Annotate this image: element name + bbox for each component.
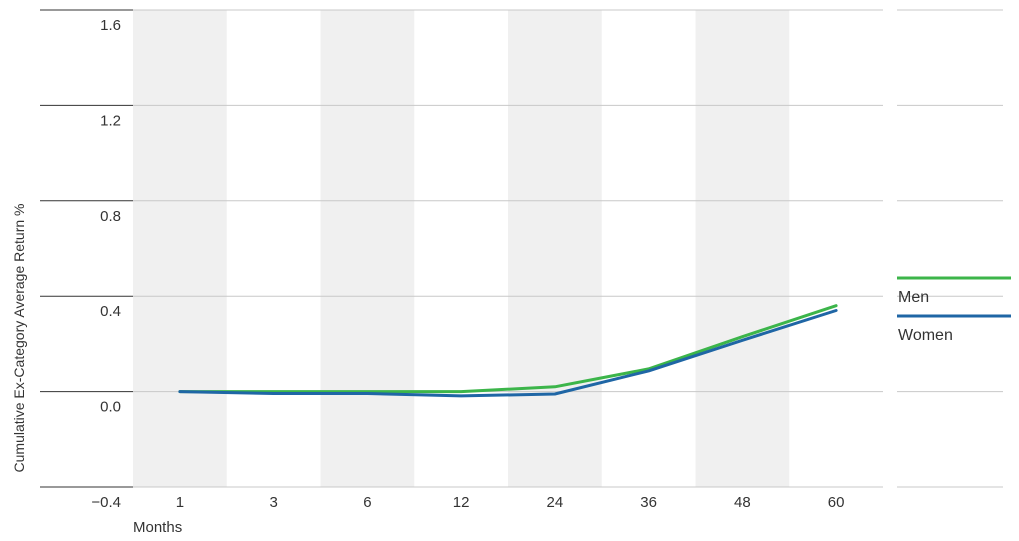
series-lines [178, 304, 838, 398]
column-shade [508, 10, 602, 487]
y-tick-label: −0.4 [91, 494, 121, 511]
x-tick-label: 60 [828, 494, 845, 511]
series-line-women [178, 309, 838, 398]
y-tick-label: 0.4 [100, 303, 121, 320]
y-tick-label: 1.6 [100, 17, 121, 34]
y-tick-label: 0.8 [100, 208, 121, 225]
column-shade [695, 10, 790, 487]
x-tick-label: 3 [269, 494, 277, 511]
x-tick-label: 24 [547, 494, 564, 511]
column-shading [133, 10, 790, 487]
x-axis-label: Months [133, 519, 182, 536]
legend-label-men: Men [898, 289, 929, 306]
y-tick-label: 1.2 [100, 112, 121, 129]
x-tick-label: 48 [734, 494, 751, 511]
y-axis-label: Cumulative Ex-Category Average Return % [11, 204, 27, 473]
y-tick-labels: 1.6 1.2 0.8 0.4 0.0 −0.4 [91, 17, 121, 511]
legend: Men Women [897, 276, 1011, 344]
column-shade [133, 10, 227, 487]
x-tick-labels: 1 3 6 12 24 36 48 60 [176, 494, 845, 511]
column-shade [320, 10, 415, 487]
series-line-men [178, 304, 838, 394]
y-tick-label: 0.0 [100, 399, 121, 416]
x-tick-label: 6 [363, 494, 371, 511]
x-tick-label: 36 [640, 494, 657, 511]
gridlines [40, 9, 1003, 488]
x-tick-label: 1 [176, 494, 184, 511]
x-tick-label: 12 [453, 494, 470, 511]
legend-label-women: Women [898, 327, 953, 344]
